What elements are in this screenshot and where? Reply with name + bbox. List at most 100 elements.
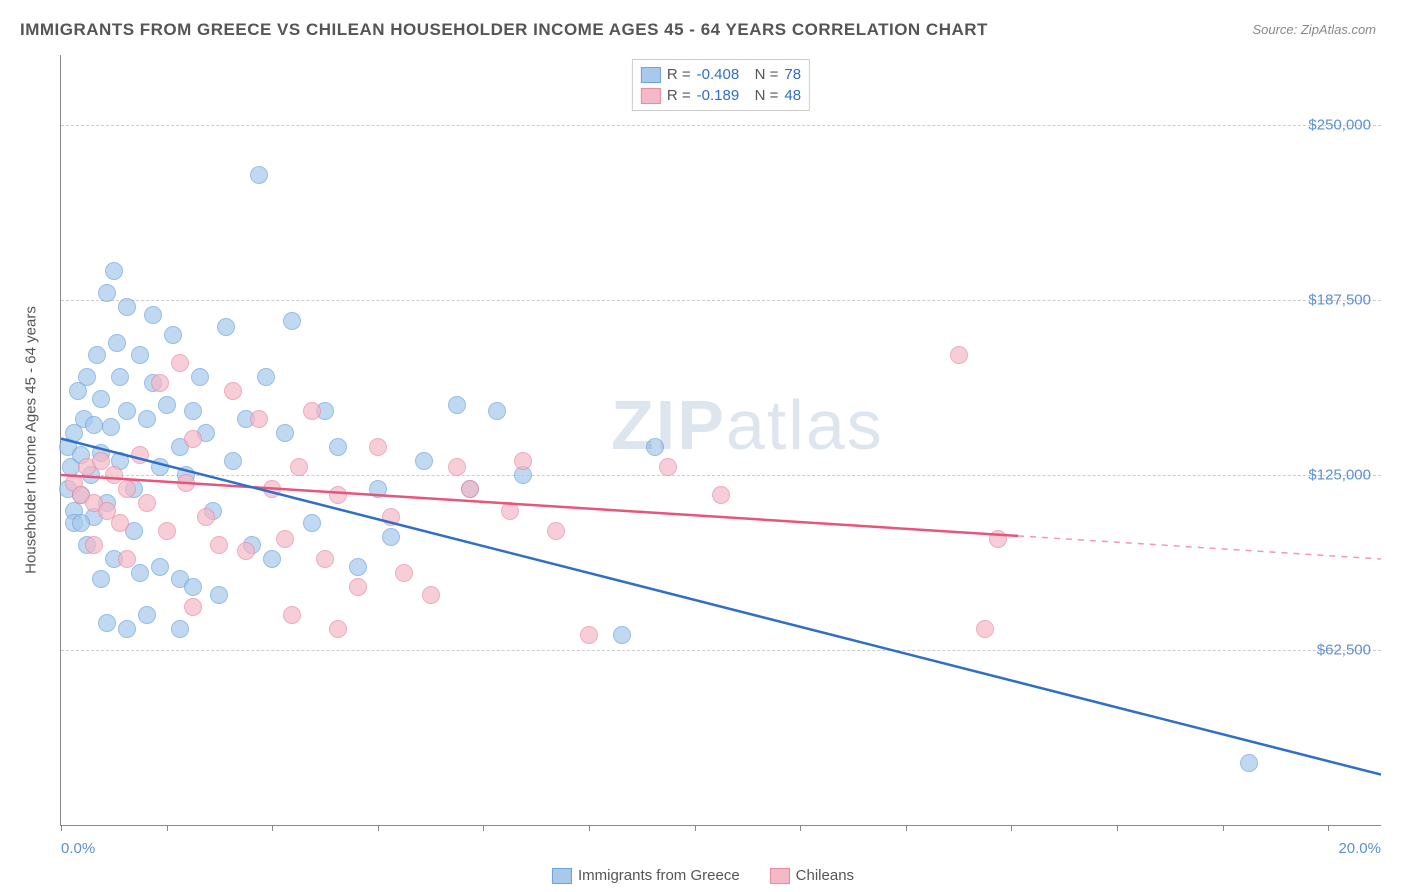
gridline <box>61 650 1381 651</box>
x-tick <box>167 825 168 831</box>
data-point <box>250 410 268 428</box>
data-point <box>329 620 347 638</box>
data-point <box>92 390 110 408</box>
data-point <box>329 438 347 456</box>
data-point <box>131 446 149 464</box>
data-point <box>210 586 228 604</box>
data-point <box>488 402 506 420</box>
data-point <box>250 166 268 184</box>
data-point <box>989 530 1007 548</box>
data-point <box>118 620 136 638</box>
data-point <box>514 452 532 470</box>
data-point <box>138 606 156 624</box>
data-point <box>105 262 123 280</box>
gridline <box>61 300 1381 301</box>
data-point <box>303 402 321 420</box>
source-label: Source: ZipAtlas.com <box>1252 22 1376 37</box>
data-point <box>369 438 387 456</box>
data-point <box>102 418 120 436</box>
data-point <box>164 326 182 344</box>
data-point <box>382 508 400 526</box>
x-axis-max-label: 20.0% <box>1338 840 1381 857</box>
data-point <box>349 558 367 576</box>
data-point <box>131 564 149 582</box>
data-point <box>78 368 96 386</box>
data-point <box>263 550 281 568</box>
data-point <box>210 536 228 554</box>
data-point <box>276 424 294 442</box>
x-tick <box>1328 825 1329 831</box>
x-tick <box>272 825 273 831</box>
y-tick-label: $62,500 <box>1317 642 1371 659</box>
data-point <box>395 564 413 582</box>
y-axis-label: Householder Income Ages 45 - 64 years <box>23 306 40 574</box>
data-point <box>88 346 106 364</box>
gridline <box>61 475 1381 476</box>
plot-area: Householder Income Ages 45 - 64 years 0.… <box>60 55 1381 826</box>
legend-row-greece: R = -0.408 N = 78 <box>641 64 801 85</box>
x-axis-min-label: 0.0% <box>61 840 95 857</box>
x-tick <box>61 825 62 831</box>
series-legend: Immigrants from Greece Chileans <box>552 867 854 884</box>
data-point <box>422 586 440 604</box>
x-tick <box>1223 825 1224 831</box>
r-value-greece: -0.408 <box>697 66 749 83</box>
data-point <box>184 402 202 420</box>
data-point <box>461 480 479 498</box>
data-point <box>501 502 519 520</box>
swatch-chilean-icon <box>770 868 790 884</box>
r-label: R = <box>667 87 691 104</box>
data-point <box>659 458 677 476</box>
n-value-greece: 78 <box>784 66 801 83</box>
data-point <box>184 430 202 448</box>
x-tick <box>589 825 590 831</box>
data-point <box>111 514 129 532</box>
data-point <box>263 480 281 498</box>
data-point <box>138 494 156 512</box>
data-point <box>646 438 664 456</box>
data-point <box>257 368 275 386</box>
data-point <box>158 396 176 414</box>
legend-item-greece: Immigrants from Greece <box>552 867 740 884</box>
data-point <box>85 416 103 434</box>
n-label: N = <box>755 87 779 104</box>
data-point <box>131 346 149 364</box>
r-value-chilean: -0.189 <box>697 87 749 104</box>
data-point <box>316 550 334 568</box>
data-point <box>237 542 255 560</box>
data-point <box>171 620 189 638</box>
data-point <box>547 522 565 540</box>
legend-label-chilean: Chileans <box>796 867 854 884</box>
data-point <box>151 374 169 392</box>
gridline <box>61 125 1381 126</box>
data-point <box>224 382 242 400</box>
data-point <box>976 620 994 638</box>
data-point <box>1240 754 1258 772</box>
data-point <box>151 558 169 576</box>
swatch-greece <box>641 67 661 83</box>
legend-item-chilean: Chileans <box>770 867 854 884</box>
data-point <box>448 458 466 476</box>
correlation-legend: R = -0.408 N = 78 R = -0.189 N = 48 <box>632 59 810 111</box>
data-point <box>950 346 968 364</box>
data-point <box>118 298 136 316</box>
x-tick <box>695 825 696 831</box>
data-point <box>144 306 162 324</box>
data-point <box>138 410 156 428</box>
data-point <box>98 284 116 302</box>
data-point <box>217 318 235 336</box>
x-tick <box>906 825 907 831</box>
data-point <box>276 530 294 548</box>
data-point <box>118 402 136 420</box>
data-point <box>92 570 110 588</box>
data-point <box>177 474 195 492</box>
data-point <box>303 514 321 532</box>
data-point <box>118 480 136 498</box>
data-point <box>171 354 189 372</box>
n-label: N = <box>755 66 779 83</box>
legend-label-greece: Immigrants from Greece <box>578 867 740 884</box>
r-label: R = <box>667 66 691 83</box>
x-tick <box>378 825 379 831</box>
data-point <box>184 598 202 616</box>
data-point <box>151 458 169 476</box>
